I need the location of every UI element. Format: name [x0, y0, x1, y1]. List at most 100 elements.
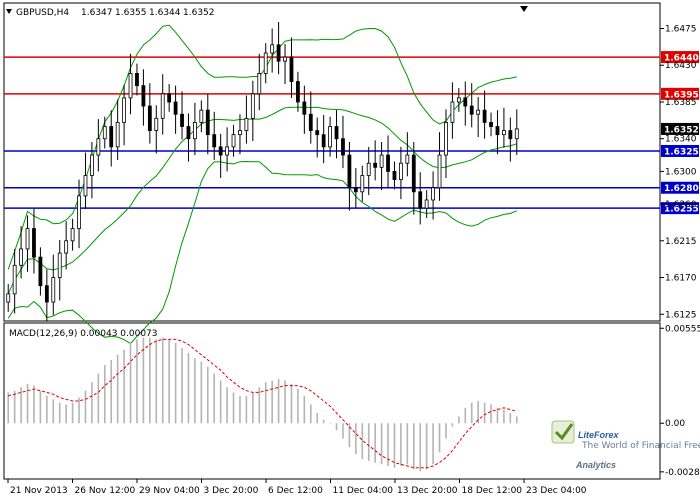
level-label: 1.6325 [664, 147, 699, 157]
macd-bar [71, 402, 74, 424]
candle-body [218, 146, 223, 156]
macd-bar [84, 390, 87, 424]
price-tick-label: 1.6385 [665, 98, 697, 108]
candle-body [341, 138, 345, 156]
scroll-shift-icon[interactable] [520, 6, 528, 12]
candle-body [308, 113, 313, 131]
candle-body [186, 126, 191, 140]
candle-body [502, 130, 506, 136]
macd-bar [309, 404, 312, 424]
candle-body [173, 101, 178, 115]
candle-body [296, 81, 300, 103]
macd-title: MACD(12,26,9) 0.00043 0.00073 [9, 329, 158, 339]
candle-body [360, 175, 365, 193]
candle-body [154, 117, 159, 131]
macd-bar [361, 423, 364, 460]
x-tick-label: 21 Nov 2013 [10, 486, 68, 496]
collapse-arrow-icon[interactable] [6, 9, 12, 14]
macd-bar [271, 380, 273, 424]
candle-body [476, 109, 481, 115]
price-tick-label: 1.6125 [665, 310, 697, 320]
price-tick-label: 1.6475 [665, 24, 697, 34]
macd-bar [470, 402, 473, 424]
x-tick-label: 23 Dec 04:00 [526, 486, 587, 496]
candle-body [270, 44, 275, 54]
macd-bar [46, 395, 48, 424]
macd-bar [232, 392, 235, 424]
macd-bar [200, 361, 203, 424]
macd-bar [78, 397, 80, 424]
macd-bar [419, 423, 422, 472]
macd-bar [239, 395, 241, 424]
macd-bar [355, 423, 357, 455]
chart-title: GBPUSD,H4 [16, 8, 69, 18]
candle-body [147, 105, 152, 131]
macd-bar [206, 366, 209, 424]
macd-bar [174, 342, 177, 424]
candle-body [405, 154, 410, 164]
macd-bar [52, 399, 55, 424]
ohlc-header: 1.6347 1.6355 1.6344 1.6352 [81, 8, 215, 18]
candle-body [102, 126, 107, 140]
macd-bar [226, 387, 228, 424]
candle-body [263, 52, 268, 74]
macd-bar [91, 382, 93, 424]
macd-bar [213, 373, 216, 424]
macd-bar [65, 404, 67, 424]
candle-body [160, 93, 165, 119]
candle-body [276, 44, 281, 62]
macd-bar [374, 423, 376, 463]
candle-body [334, 126, 339, 140]
macd-bar [406, 423, 409, 465]
logo-check-icon [554, 423, 574, 441]
macd-bar [13, 390, 16, 424]
candle-body [135, 73, 139, 87]
candle-body [115, 121, 120, 148]
axis-layer: 1.6440 1.6395 1.6325 1.6280 1.6255 1.6352 1.64… [7, 24, 700, 496]
candle-body [283, 56, 287, 62]
x-tick-label: 6 Dec 12:00 [268, 486, 323, 496]
candle-body [109, 126, 114, 148]
candle-body [77, 195, 81, 229]
macd-tick-label: -0.00284 [665, 468, 700, 478]
candle-body [437, 154, 442, 189]
candle-body [373, 162, 378, 168]
candle-body [250, 93, 255, 119]
candle-body [90, 154, 94, 176]
logo-sub: Analytics [575, 460, 616, 470]
candle-body [257, 73, 262, 95]
x-tick-label: 11 Dec 04:00 [333, 486, 394, 496]
macd-bar [123, 349, 125, 424]
candle-body [482, 109, 487, 123]
candle-body [141, 85, 146, 107]
macd-bar [412, 423, 415, 470]
macd-bar [155, 339, 158, 424]
macd-bar [483, 402, 486, 424]
ohlc-low: 1.6344 [149, 8, 181, 18]
macd-bar [258, 387, 261, 424]
logo-tagline: The World of Financial Freedom [581, 441, 700, 451]
level-label: 1.6280 [664, 184, 699, 194]
level-label: 1.6440 [664, 54, 699, 64]
macd-bar [252, 392, 254, 424]
candle-body [444, 121, 448, 156]
macd-layer [7, 337, 518, 472]
candle-body [315, 130, 320, 136]
candle-body [51, 277, 56, 303]
macd-bar [367, 423, 370, 461]
candle-body [205, 109, 210, 136]
ohlc-high: 1.6355 [115, 8, 147, 18]
liteforex-logo: LiteForex The World of Financial Freedom… [551, 420, 700, 470]
macd-bar [26, 383, 29, 424]
macd-bar [110, 359, 113, 424]
macd-bar [329, 423, 331, 424]
macd-bar [33, 385, 35, 424]
candle-body [212, 134, 217, 148]
candle-body [180, 113, 184, 127]
candle-body [418, 191, 423, 209]
level-label: 1.6255 [664, 205, 699, 215]
macd-bar [284, 380, 286, 424]
candle-body [225, 146, 229, 156]
